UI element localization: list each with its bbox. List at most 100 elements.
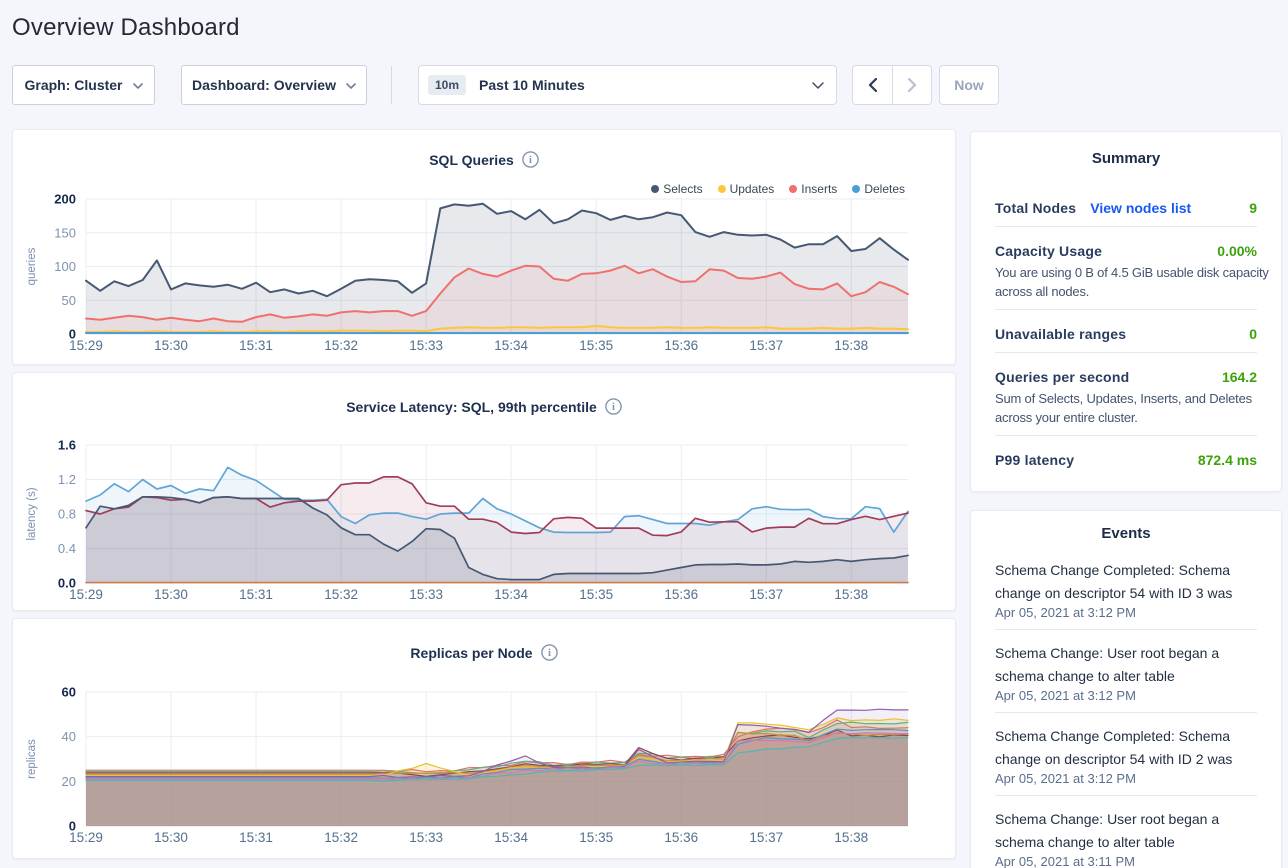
svg-text:20: 20 [62,774,76,789]
svg-text:15:33: 15:33 [409,587,443,602]
legend-label: Updates [729,182,775,196]
view-nodes-list-link[interactable]: View nodes list [1090,200,1192,216]
y-axis-unit-label: replicas [26,739,38,779]
svg-text:15:34: 15:34 [494,830,528,845]
graph-scope-dropdown[interactable]: Graph: Cluster [12,65,155,105]
time-window-forward-button[interactable] [892,66,931,104]
svg-text:15:34: 15:34 [494,587,528,602]
svg-text:15:37: 15:37 [749,830,783,845]
svg-text:15:36: 15:36 [664,830,698,845]
legend-item[interactable]: Inserts [789,182,837,196]
svg-text:50: 50 [62,293,76,308]
event-timestamp: Apr 05, 2021 at 3:12 PM [995,771,1136,786]
svg-text:i: i [548,648,551,659]
summary-row-qps: Queries per second 164.2 [995,367,1257,387]
legend-dot [717,185,726,193]
legend-label: Selects [663,182,703,196]
svg-text:15:33: 15:33 [409,338,443,353]
svg-text:15:37: 15:37 [749,338,783,353]
legend-item[interactable]: Selects [651,182,703,196]
event-list-item[interactable]: Schema Change: User root began a schema … [995,630,1257,712]
info-icon[interactable]: i [604,398,622,415]
svg-text:15:31: 15:31 [239,338,273,353]
capacity-usage-subtext: You are using 0 B of 4.5 GiB usable disk… [995,265,1269,299]
divider [995,435,1257,436]
events-panel: Events Schema Change Completed: Schema c… [970,510,1282,868]
legend-item[interactable]: Deletes [852,182,905,196]
svg-text:15:38: 15:38 [834,830,868,845]
svg-text:40: 40 [62,729,76,744]
chevron-right-icon [907,78,916,92]
now-button[interactable]: Now [939,65,999,105]
chart-plot[interactable]: 0.0 0.4 0.8 1.2 1.6 15:29 15:30 15:31 15:32 15:33… [13,373,957,612]
queries-per-second-value: 164.2 [1221,369,1257,385]
event-list-item[interactable]: Schema Change Completed: Schema change o… [995,547,1257,629]
divider [995,712,1257,713]
divider [995,352,1257,353]
summary-row-p99-latency: P99 latency 872.4 ms [995,450,1257,470]
y-axis-unit-label: latency (s) [26,487,38,540]
chart-title: Service Latency: SQL, 99th percentile [346,398,597,415]
svg-text:15:36: 15:36 [664,587,698,602]
info-icon[interactable]: i [540,644,558,661]
legend-label: Inserts [801,182,838,196]
svg-text:15:33: 15:33 [409,830,443,845]
capacity-usage-value: 0.00% [1217,243,1257,259]
legend-item[interactable]: Updates [717,182,775,196]
graph-scope-dropdown-label: Graph: Cluster [24,77,123,93]
dashboard-content: SQL Queries i Selects Updates Inserts Deletes… [12,129,1288,868]
svg-text:100: 100 [54,259,76,274]
p99-latency-label: P99 latency [995,452,1075,468]
total-nodes-label: Total Nodes [995,200,1077,216]
time-range-badge: 10m [428,75,467,95]
svg-text:15:36: 15:36 [664,338,698,353]
svg-text:i: i [612,402,615,413]
toolbar-divider [391,66,392,104]
info-icon[interactable]: i [521,151,539,168]
chart-plot[interactable]: 0 50 100 150 200 15:29 15:30 15:31 15:32 15:33 15:… [13,130,957,366]
events-title: Events [1101,525,1151,542]
summary-title: Summary [1091,150,1161,167]
chart-title-row: SQL Queries i [13,151,955,168]
svg-text:15:38: 15:38 [834,338,868,353]
svg-text:15:35: 15:35 [579,338,613,353]
event-timestamp: Apr 05, 2021 at 3:11 PM [995,854,1135,868]
svg-text:200: 200 [54,192,76,207]
dashboard-dropdown[interactable]: Dashboard: Overview [181,65,367,105]
event-list-item[interactable]: Schema Change Completed: Schema change o… [995,713,1257,795]
chevron-down-icon [812,81,824,89]
svg-text:15:35: 15:35 [579,830,613,845]
chart-plot[interactable]: 0 20 40 60 15:29 15:30 15:31 15:32 15:33 15:34 15:… [13,619,957,860]
legend-label: Deletes [864,182,905,196]
svg-text:15:32: 15:32 [324,587,358,602]
time-window-back-button[interactable] [853,66,892,104]
chart-title-row: Replicas per Node i [13,644,955,661]
svg-text:60: 60 [62,685,76,700]
time-range-selector[interactable]: 10m Past 10 Minutes [418,65,837,105]
svg-text:15:35: 15:35 [579,587,613,602]
legend-dot [852,185,861,193]
summary-panel: Summary Total Nodes View nodes list 9 Ca… [970,131,1282,492]
event-message: Schema Change Completed: Schema change o… [995,728,1233,767]
divider [995,795,1257,796]
svg-text:15:37: 15:37 [749,587,783,602]
chart-title: Replicas per Node [410,644,533,661]
summary-row-total-nodes: Total Nodes View nodes list 9 [995,198,1257,218]
chart-card-sql-queries: SQL Queries i Selects Updates Inserts Deletes… [12,129,956,365]
divider [995,629,1257,630]
summary-row-unavailable-ranges: Unavailable ranges 0 [995,324,1257,344]
y-axis-unit-label: queries [26,247,38,285]
event-message: Schema Change: User root began a schema … [995,811,1220,850]
svg-text:15:31: 15:31 [239,587,273,602]
divider [995,309,1257,310]
event-list-item[interactable]: Schema Change: User root began a schema … [995,796,1257,868]
svg-text:15:31: 15:31 [239,830,273,845]
chevron-left-icon [868,78,877,92]
time-window-nav [852,65,932,105]
svg-text:15:38: 15:38 [834,587,868,602]
chart-card-service-latency: Service Latency: SQL, 99th percentile i 0.… [12,372,956,611]
event-message: Schema Change: User root began a schema … [995,645,1220,684]
svg-text:15:34: 15:34 [494,338,528,353]
svg-text:0: 0 [69,819,76,834]
dashboard-dropdown-label: Dashboard: Overview [192,77,336,93]
